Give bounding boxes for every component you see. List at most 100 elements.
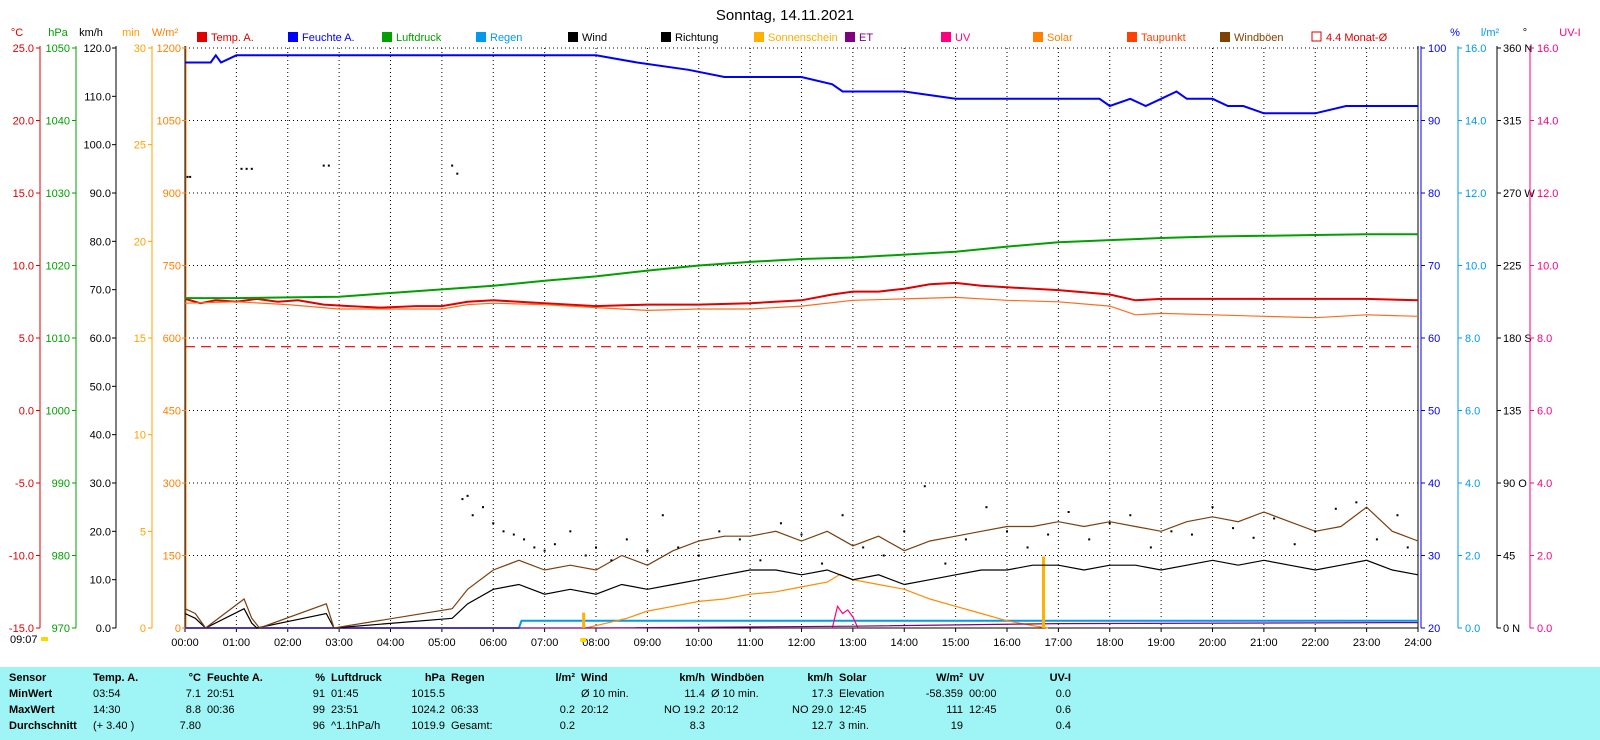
axis-tick-label-dir: 135 [1503, 406, 1521, 418]
legend-swatch [197, 32, 207, 42]
direction-point [661, 514, 664, 517]
axis-unit-solar: W/m² [152, 27, 179, 39]
axis-tick-label-wind: 20.0 [90, 526, 111, 538]
direction-point [625, 538, 628, 541]
axis-tick-label-hum: 80 [1428, 188, 1440, 200]
axis-tick-label-rain: 0.0 [1465, 623, 1480, 635]
legend-label: 4.4 Monat-Ø [1326, 32, 1388, 44]
legend-label: Taupunkt [1141, 32, 1186, 44]
axis-tick-label-wind: 70.0 [90, 285, 111, 297]
x-tick-label: 14:00 [890, 637, 918, 649]
x-tick-label: 08:00 [582, 637, 610, 649]
direction-point [646, 549, 649, 552]
direction-point [1273, 517, 1276, 520]
axis-tick-label-sunmin: 0 [140, 623, 146, 635]
legend-swatch [661, 32, 671, 42]
stats-row: Durchschnitt (+ 3.40 ) 7.80 96 ^1.1hPa/h 1019… [6, 718, 1074, 734]
legend-swatch [1311, 31, 1322, 42]
stats-cell: 1015.5 [411, 688, 445, 700]
stats-header-cell: W/m² [936, 672, 963, 684]
direction-point [697, 554, 700, 557]
axis-tick-label-solar: 300 [163, 478, 181, 490]
direction-point [1149, 546, 1152, 549]
stats-row-label: MinWert [9, 688, 53, 700]
axis-tick-label-solar: 450 [163, 406, 181, 418]
direction-point [1088, 538, 1091, 541]
axis-tick-label-sunmin: 10 [134, 430, 146, 442]
direction-point [456, 172, 459, 175]
stats-cell: Gesamt: [451, 720, 493, 732]
axis-tick-label-wind: 90.0 [90, 188, 111, 200]
stats-cell [966, 718, 1028, 734]
direction-point [923, 485, 926, 488]
axis-tick-label-solar: 150 [163, 551, 181, 563]
stats-cell: 06:33 [451, 704, 479, 716]
direction-point [1406, 546, 1409, 549]
stats-cell: 3 min. [839, 720, 869, 732]
stats-cell: 12.7 [811, 720, 833, 732]
legend-label: Wind [582, 32, 607, 44]
axis-tick-label-press: 1030 [46, 188, 70, 200]
axis-tick-label-rain: 12.0 [1465, 188, 1486, 200]
stats-cell: 03:54 [93, 688, 121, 700]
stats-cell: 19 [950, 720, 963, 732]
direction-point [1375, 538, 1378, 541]
direction-point [1170, 530, 1173, 533]
stats-cell [578, 718, 652, 734]
stats-header-cell: UV-I [1049, 672, 1071, 684]
stats-cell: 96 [312, 720, 325, 732]
stats-header-cell: °C [188, 672, 201, 684]
direction-point [610, 559, 613, 562]
stats-cell: 12:45 [969, 704, 997, 716]
axis-tick-label-hum: 90 [1428, 116, 1440, 128]
direction-point [322, 164, 325, 167]
axis-tick-label-press: 1000 [46, 406, 70, 418]
axis-tick-label-sunmin: 15 [134, 333, 146, 345]
axis-tick-label-solar: 750 [163, 261, 181, 273]
stats-cell: Elevation [839, 688, 885, 700]
stats-cell: 1024.2 [411, 704, 445, 716]
x-tick-label: 15:00 [942, 637, 970, 649]
axis-tick-label-uv: 12.0 [1537, 188, 1558, 200]
axis-unit-press: hPa [48, 27, 68, 39]
axis-tick-label-solar: 0 [175, 623, 181, 635]
stats-cell: ^1.1hPa/h [331, 720, 381, 732]
legend-swatch [941, 32, 951, 42]
stats-cell: NO 29.0 [792, 704, 833, 716]
legend-label: Sonnenschein [768, 32, 838, 44]
legend-label: Windböen [1234, 32, 1284, 44]
axis-tick-label-press: 980 [52, 551, 70, 563]
direction-point [800, 533, 803, 536]
axis-unit-sunmin: min [122, 27, 140, 39]
stats-header-cell: % [315, 672, 325, 684]
axis-tick-label-press: 1010 [46, 333, 70, 345]
stats-cell: 20:12 [711, 704, 739, 716]
direction-point [944, 562, 947, 565]
x-tick-label: 17:00 [1045, 637, 1073, 649]
stats-header-cell: Feuchte A. [207, 672, 263, 684]
x-tick-label: 03:00 [325, 637, 353, 649]
axis-tick-label-dir: 270 W [1503, 188, 1535, 200]
direction-point [584, 554, 587, 557]
axis-tick-label-rain: 10.0 [1465, 261, 1486, 273]
stats-cell: 111 [946, 704, 963, 716]
stats-cell: (+ 3.40 ) [93, 720, 135, 732]
stats-cell: 7.80 [179, 720, 201, 732]
legend-swatch [288, 32, 298, 42]
x-tick-label: 01:00 [223, 637, 251, 649]
axis-tick-label-dir: 0 N [1503, 623, 1520, 635]
stats-header-cell: Temp. A. [93, 672, 139, 684]
stats-cell: 00:36 [207, 704, 235, 716]
stats-cell: 0.6 [1055, 704, 1071, 716]
axis-tick-label-temp: -10.0 [9, 551, 34, 563]
axis-tick-label-uv: 14.0 [1537, 116, 1558, 128]
direction-point [718, 530, 721, 533]
stats-cell: 8.3 [689, 720, 705, 732]
sunrise-marker [580, 638, 587, 642]
direction-point [1334, 507, 1337, 510]
axis-tick-label-sunmin: 20 [134, 236, 146, 248]
axis-tick-label-sunmin: 30 [134, 43, 146, 55]
axis-tick-label-uv: 6.0 [1537, 406, 1552, 418]
axis-tick-label-wind: 50.0 [90, 381, 111, 393]
direction-point [1355, 501, 1358, 504]
